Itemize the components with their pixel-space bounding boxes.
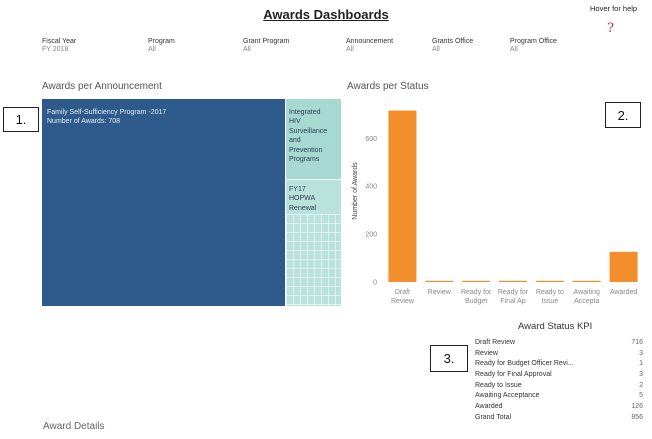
filter-fiscal-year[interactable]: Fiscal Year FY 2018 [42,38,76,53]
filter-value: All [148,46,156,53]
filter-label: Program [148,38,175,45]
y-axis-label: Number of Awards [352,162,359,220]
treemap-tile-label: Integrated HIV Surveillance and Preventi… [289,108,327,164]
kpi-value: 3 [639,349,643,357]
status-bar[interactable] [462,280,491,282]
kpi-row[interactable]: Review 3 [475,349,643,360]
treemap-label-line: FY17 [289,186,306,193]
treemap-label-line: and [289,137,301,145]
status-section-title: Awards per Status [347,81,429,92]
kpi-row[interactable]: Draft Review 716 [475,338,643,349]
help-text: Hover for help [590,4,638,13]
treemap-label-line: Integrated [289,109,321,116]
kpi-row[interactable]: Ready for Budget Officer Revi... 1 [475,359,643,370]
status-bar[interactable] [499,280,527,282]
announcement-section-title: Awards per Announcement [42,81,162,92]
treemap-award-count: Number of Awards: 708 [47,118,121,125]
kpi-title: Award Status KPI [518,321,593,332]
x-tick-label: Draft Review [391,289,415,305]
treemap-label-line: Programs [289,156,320,164]
kpi-label: Draft Review [475,339,516,346]
treemap-tile-hopwa-renewal[interactable]: FY17 HOPWA Renewal [285,179,341,306]
x-tick-label: Review [428,289,452,296]
treemap-label-line: Surveillance [289,127,328,135]
treemap-program-name: Family Self-Sufficiency Program -2017 [47,109,167,116]
y-tick-label: 600 [365,136,377,143]
y-tick-label: 0 [373,280,377,287]
filter-program[interactable]: Program All [148,38,175,53]
filter-grants-office[interactable]: Grants Office All [432,38,473,53]
filter-label: Fiscal Year [42,38,77,45]
kpi-value: 716 [631,339,643,346]
x-tick-label: Ready to Issue [536,289,564,305]
filter-value: FY 2018 [42,46,69,53]
treemap-tile-hiv-surveillance[interactable]: Integrated HIV Surveillance and Preventi… [285,99,341,179]
filter-label: Grants Office [432,38,474,45]
awards-per-status-chart: Number of Awards 0 200 400 600 Draft Review Rev… [352,110,638,305]
status-bar[interactable] [425,280,454,282]
kpi-value: 3 [639,371,643,379]
kpi-row[interactable]: Ready for Final Approval 3 [475,370,643,381]
filter-value: All [243,46,251,53]
treemap-small-tiles[interactable] [286,214,341,306]
kpi-value: 126 [631,403,643,411]
treemap-tile-label: Family Self-Sufficiency Program -2017 Nu… [47,108,166,126]
kpi-label: Review [475,349,498,357]
page-title: Awards Dashboards [263,7,389,22]
kpi-row-grand-total[interactable]: Grand Total 856 [475,413,643,424]
filter-label: Announcement [346,38,394,45]
filter-value: All [432,46,440,53]
kpi-value: 5 [639,392,643,400]
kpi-label: Awaiting Acceptance [475,392,540,400]
kpi-label: Ready to Issue [475,381,522,389]
help-icon[interactable]: ? [607,21,614,36]
kpi-value: 856 [631,413,643,421]
x-tick-label: Awaiting Accepta [574,289,600,305]
kpi-label: Ready for Budget Officer Revi... [475,360,574,368]
kpi-label: Awarded [475,403,503,411]
status-bar[interactable] [388,110,417,283]
status-bar[interactable] [535,280,564,282]
treemap-tile-label: FY17 HOPWA Renewal [289,185,316,213]
annotation-badge-2: 2. [605,102,641,128]
treemap-tile-family-self-sufficiency[interactable]: Family Self-Sufficiency Program -2017 Nu… [42,99,285,306]
filter-announcement[interactable]: Announcement All [346,38,393,53]
kpi-row[interactable]: Ready to Issue 2 [475,381,643,392]
treemap-label-line: Prevention [289,146,323,154]
kpi-value: 1 [639,360,643,368]
status-bar[interactable] [609,251,638,282]
kpi-label: Grand Total [475,413,512,421]
annotation-badge-1: 1. [3,107,39,132]
y-tick-label: 200 [365,232,377,239]
filter-program-office[interactable]: Program Office All [510,38,557,53]
filter-label: Grant Program [243,38,290,45]
kpi-label: Ready for Final Approval [475,371,552,379]
filter-value: All [510,46,518,53]
filter-label: Program Office [510,38,557,45]
x-tick-label: Awarded [610,289,638,296]
x-tick-label: Ready for Budget [461,289,492,305]
treemap-label-line: HIV [289,118,301,126]
announcement-treemap: Family Self-Sufficiency Program -2017 Nu… [42,99,341,306]
kpi-row[interactable]: Awarded 126 [475,402,643,413]
filter-grant-program[interactable]: Grant Program All [243,38,289,53]
kpi-row[interactable]: Awaiting Acceptance 5 [475,391,643,402]
award-details-title: Award Details [43,421,105,432]
treemap-label-line: HOPWA [289,195,316,203]
x-tick-label: Ready for Final Ap [498,289,529,305]
status-bar[interactable] [572,280,601,282]
filter-value: All [346,46,354,53]
annotation-badge-3: 3. [430,345,468,372]
treemap-label-line: Renewal [289,204,317,212]
award-status-kpi-table: Draft Review 716 Review 3 Ready for Budget… [475,338,643,424]
kpi-value: 2 [639,381,643,389]
y-tick-label: 400 [365,184,377,191]
